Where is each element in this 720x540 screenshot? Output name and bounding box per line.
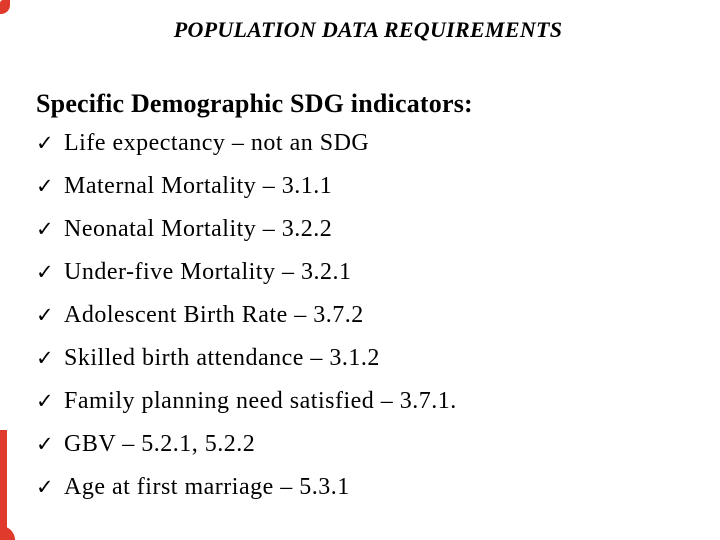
list-item-label: Adolescent Birth Rate – 3.7.2 <box>64 302 364 328</box>
list-item-label: GBV – 5.2.1, 5.2.2 <box>64 431 256 457</box>
list-item: ✓ Family planning need satisfied – 3.7.1. <box>36 380 686 423</box>
checkmark-icon: ✓ <box>36 260 54 284</box>
slide-title: POPULATION DATA REQUIREMENTS <box>173 17 563 42</box>
list-item-label: Family planning need satisfied – 3.7.1. <box>64 388 457 414</box>
red-border-fragment-top-left <box>0 0 10 14</box>
indicator-list: ✓ Life expectancy – not an SDG ✓ Maternal … <box>36 122 686 509</box>
red-border-fragment-bottom-left <box>0 526 15 540</box>
list-item: ✓ Adolescent Birth Rate – 3.7.2 <box>36 294 686 337</box>
list-item-label: Age at first marriage – 5.3.1 <box>64 474 350 500</box>
checkmark-icon: ✓ <box>36 432 54 456</box>
checkmark-icon: ✓ <box>36 131 54 155</box>
list-item: ✓ Age at first marriage – 5.3.1 <box>36 466 686 509</box>
list-item: ✓ Neonatal Mortality – 3.2.2 <box>36 208 686 251</box>
checkmark-icon: ✓ <box>36 475 54 499</box>
list-item: ✓ Skilled birth attendance – 3.1.2 <box>36 337 686 380</box>
list-item: ✓ GBV – 5.2.1, 5.2.2 <box>36 423 686 466</box>
list-item-label: Neonatal Mortality – 3.2.2 <box>64 216 333 242</box>
list-item-label: Life expectancy – not an SDG <box>64 130 370 156</box>
checkmark-icon: ✓ <box>36 174 54 198</box>
list-item-label: Under-five Mortality – 3.2.1 <box>64 259 352 285</box>
list-item: ✓ Maternal Mortality – 3.1.1 <box>36 165 686 208</box>
list-item-label: Skilled birth attendance – 3.1.2 <box>64 345 380 371</box>
checkmark-icon: ✓ <box>36 346 54 370</box>
list-item: ✓ Life expectancy – not an SDG <box>36 122 686 165</box>
list-item: ✓ Under-five Mortality – 3.2.1 <box>36 251 686 294</box>
checkmark-icon: ✓ <box>36 303 54 327</box>
checkmark-icon: ✓ <box>36 389 54 413</box>
section-heading: Specific Demographic SDG indicators: <box>36 89 473 118</box>
red-border-fragment-left-edge <box>0 430 7 540</box>
list-item-label: Maternal Mortality – 3.1.1 <box>64 173 333 199</box>
checkmark-icon: ✓ <box>36 217 54 241</box>
